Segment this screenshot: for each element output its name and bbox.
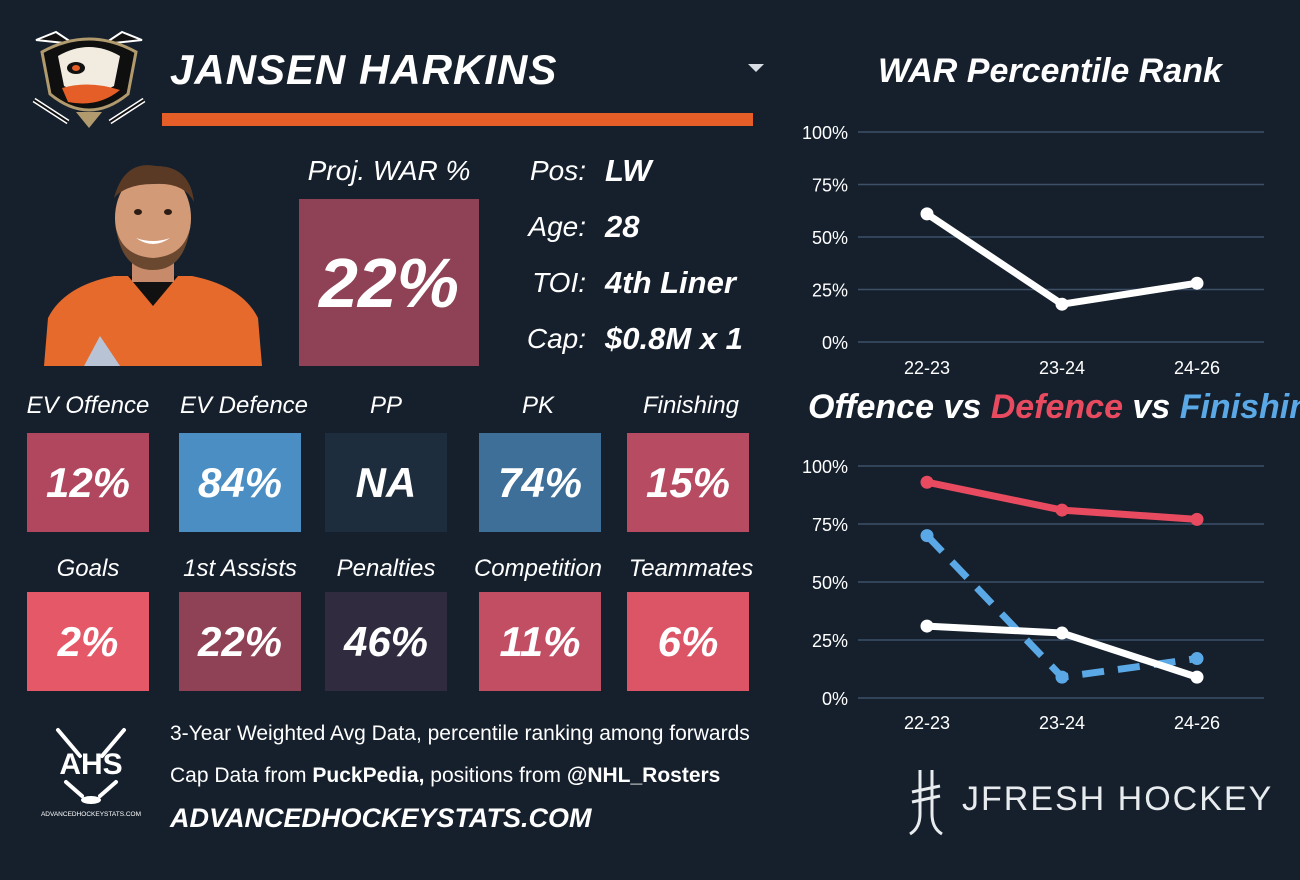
series-point <box>1055 626 1069 640</box>
teammates-tile: 6% <box>627 592 749 691</box>
footer-note-2: Cap Data from PuckPedia, positions from … <box>170 764 720 788</box>
pp-tile: NA <box>325 433 447 532</box>
goals-tile: 2% <box>27 592 149 691</box>
competition-tile: 11% <box>479 592 601 691</box>
series-point <box>920 529 934 543</box>
y-tick-label: 100% <box>802 123 848 143</box>
proj-war-label: Proj. WAR % <box>307 155 471 186</box>
team-logo <box>32 30 146 128</box>
competition-label: Competition <box>473 555 603 582</box>
chart2-title-part-3: vs <box>1122 388 1180 426</box>
series-line-0 <box>925 210 1198 308</box>
series-line-finishing <box>924 533 1198 681</box>
footer-source-nhl-rosters: @NHL_Rosters <box>566 764 721 787</box>
chart2-title-part-0: Offence <box>808 388 934 426</box>
ev-defence-label: EV Defence <box>179 392 309 419</box>
proj-war-value: 22% <box>299 199 479 366</box>
x-tick-label: 23-24 <box>1039 358 1085 378</box>
cap-label: Cap: <box>526 323 586 354</box>
series-point <box>920 619 934 633</box>
series-point <box>1190 512 1204 526</box>
player-name: JANSEN HARKINS <box>170 46 558 93</box>
pos-label: Pos: <box>529 155 586 186</box>
x-tick-label: 24-26 <box>1174 713 1220 733</box>
player-dropdown-icon[interactable] <box>748 64 764 72</box>
penalties-label: Penalties <box>336 555 436 582</box>
ev-offence-tile: 12% <box>27 433 149 532</box>
age-value: 28 <box>605 209 640 244</box>
x-tick-label: 22-23 <box>904 358 950 378</box>
chart2-title-part-4: Finishing <box>1179 388 1300 426</box>
first-assists-tile: 22% <box>179 592 301 691</box>
series-point <box>1055 670 1069 684</box>
footer-source-puckpedia: PuckPedia, <box>312 764 425 787</box>
ev-offence-label: EV Offence <box>26 392 150 419</box>
footer-note-1: 3-Year Weighted Avg Data, percentile ran… <box>170 722 750 745</box>
series-point <box>920 475 934 489</box>
series-point <box>920 207 934 221</box>
pos-value: LW <box>605 153 652 188</box>
jfresh-logo-icon <box>909 770 943 836</box>
toi-value: 4th Liner <box>605 265 736 300</box>
series-point <box>1190 276 1204 290</box>
footer-url: ADVANCEDHOCKEYSTATS.COM <box>170 803 592 833</box>
y-tick-label: 25% <box>812 281 848 301</box>
x-tick-label: 23-24 <box>1039 713 1085 733</box>
pk-label: PK <box>521 392 554 419</box>
finishing-label: Finishing <box>642 392 740 419</box>
y-tick-label: 75% <box>812 176 848 196</box>
y-tick-label: 50% <box>812 573 848 593</box>
series-point <box>1190 670 1204 684</box>
series-point <box>1190 652 1204 666</box>
ahs-logo-small-text: ADVANCEDHOCKEYSTATS.COM <box>41 811 141 818</box>
jfresh-hockey-brand: JFRESH HOCKEY <box>962 780 1274 818</box>
first-assists-label: 1st Assists <box>183 555 297 582</box>
y-tick-label: 100% <box>802 457 848 477</box>
toi-label: TOI: <box>532 267 586 298</box>
x-tick-label: 22-23 <box>904 713 950 733</box>
y-tick-label: 25% <box>812 631 848 651</box>
cap-value: $0.8M x 1 <box>605 321 743 356</box>
offence-defence-finishing-chart: 0% 25% 50% 75% 100% 22-23 23-24 24-26 <box>802 457 1264 733</box>
y-tick-label: 0% <box>822 689 848 709</box>
footer-note-2-prefix: Cap Data from <box>170 764 313 787</box>
y-tick-label: 0% <box>822 333 848 353</box>
ev-defence-tile: 84% <box>179 433 301 532</box>
war-percentile-chart: 0% 25% 50% 75% 100% 22-23 23-24 24-26 <box>802 123 1264 378</box>
war-chart-title: WAR Percentile Rank <box>878 52 1222 90</box>
offence-defence-finishing-title: Offence vs Defence vs Finishing <box>808 388 1300 427</box>
y-tick-label: 50% <box>812 228 848 248</box>
player-headshot <box>44 165 262 366</box>
name-underline <box>162 113 753 126</box>
goals-label: Goals <box>56 555 120 582</box>
pp-label: PP <box>369 392 402 419</box>
y-tick-label: 75% <box>812 515 848 535</box>
finishing-tile: 15% <box>627 433 749 532</box>
age-label: Age: <box>528 211 586 242</box>
series-point <box>1055 503 1069 517</box>
teammates-label: Teammates <box>628 555 754 582</box>
series-point <box>1055 297 1069 311</box>
penalties-tile: 46% <box>325 592 447 691</box>
chart2-title-part-2: Defence <box>990 388 1123 426</box>
pk-tile: 74% <box>479 433 601 532</box>
ahs-logo-text: AHS <box>59 748 122 781</box>
footer-note-2-middle: positions from <box>424 764 567 787</box>
x-tick-label: 24-26 <box>1174 358 1220 378</box>
chart2-title-part-1: vs <box>933 388 991 426</box>
ahs-logo: AHS ADVANCEDHOCKEYSTATS.COM <box>41 728 141 818</box>
